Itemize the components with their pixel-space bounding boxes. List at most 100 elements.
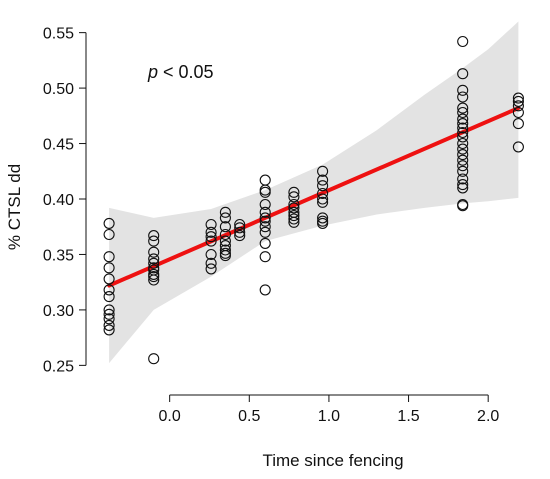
x-axis-title: Time since fencing bbox=[262, 451, 403, 470]
data-point bbox=[234, 218, 246, 231]
data-point bbox=[457, 118, 469, 130]
data-point bbox=[457, 122, 469, 134]
data-point bbox=[259, 226, 271, 238]
data-point bbox=[148, 274, 160, 286]
data-point bbox=[457, 102, 469, 114]
y-axis-title: % CTSL dd bbox=[5, 164, 24, 250]
data-point bbox=[457, 173, 469, 185]
data-point bbox=[234, 226, 246, 238]
x-tick-label: 1.0 bbox=[318, 408, 340, 425]
data-point bbox=[317, 193, 329, 205]
data-point bbox=[259, 212, 271, 224]
data-point bbox=[205, 231, 217, 243]
data-point bbox=[205, 218, 217, 231]
data-point bbox=[512, 100, 524, 112]
data-point bbox=[219, 250, 231, 262]
data-point bbox=[317, 187, 329, 200]
data-point bbox=[259, 174, 271, 186]
data-point bbox=[259, 251, 271, 263]
data-point bbox=[103, 262, 115, 274]
data-point bbox=[103, 324, 115, 336]
data-point bbox=[148, 246, 160, 258]
data-point bbox=[148, 235, 160, 247]
data-point bbox=[205, 248, 217, 261]
data-point bbox=[512, 141, 524, 153]
data-point bbox=[259, 284, 271, 296]
data-point bbox=[512, 95, 524, 107]
data-point bbox=[259, 237, 271, 249]
data-point bbox=[457, 179, 469, 191]
data-point bbox=[288, 210, 300, 222]
data-point bbox=[205, 257, 217, 269]
data-point bbox=[457, 113, 469, 125]
regression-line bbox=[107, 106, 521, 288]
p-value-symbol: p bbox=[147, 62, 158, 82]
data-point bbox=[103, 313, 115, 325]
x-tick-label: 1.5 bbox=[397, 408, 419, 425]
x-tick-label: 0.0 bbox=[159, 408, 181, 425]
data-point bbox=[457, 182, 469, 194]
data-point bbox=[219, 212, 231, 224]
y-tick-label: 0.40 bbox=[43, 192, 74, 209]
data-point bbox=[148, 230, 160, 242]
data-point bbox=[457, 154, 469, 166]
data-point bbox=[317, 174, 329, 186]
data-point bbox=[234, 230, 246, 242]
data-point bbox=[103, 308, 115, 320]
y-tick-label: 0.45 bbox=[43, 137, 74, 154]
y-tick-label: 0.35 bbox=[43, 247, 74, 264]
data-point bbox=[512, 118, 524, 130]
data-point bbox=[457, 165, 469, 177]
data-point bbox=[457, 106, 469, 119]
data-point bbox=[205, 226, 217, 238]
data-point bbox=[288, 216, 300, 228]
data-point bbox=[103, 273, 115, 285]
data-point bbox=[457, 149, 469, 161]
data-point bbox=[259, 221, 271, 233]
data-point bbox=[103, 304, 115, 316]
data-point bbox=[259, 206, 271, 218]
data-point bbox=[317, 165, 329, 177]
data-point bbox=[457, 35, 469, 48]
data-point bbox=[317, 212, 329, 224]
p-value-threshold: < 0.05 bbox=[158, 62, 214, 82]
data-point bbox=[148, 353, 160, 365]
data-point bbox=[219, 206, 231, 218]
x-tick-label: 0.5 bbox=[238, 408, 260, 425]
data-point bbox=[103, 291, 115, 303]
data-point bbox=[317, 217, 329, 229]
data-point bbox=[457, 126, 469, 139]
data-point bbox=[317, 196, 329, 208]
x-tick-label: 2.0 bbox=[477, 408, 499, 425]
data-point bbox=[103, 284, 115, 296]
data-point bbox=[288, 202, 300, 214]
data-point bbox=[457, 91, 469, 103]
data-point bbox=[259, 198, 271, 211]
data-point bbox=[148, 271, 160, 283]
data-point bbox=[103, 251, 115, 263]
data-point bbox=[148, 257, 160, 269]
data-point bbox=[234, 222, 246, 234]
y-tick-label: 0.50 bbox=[43, 81, 74, 98]
confidence-band bbox=[109, 21, 519, 364]
y-tick-label: 0.55 bbox=[43, 26, 74, 43]
data-point bbox=[103, 217, 115, 229]
data-point bbox=[457, 131, 469, 143]
data-point bbox=[457, 84, 469, 96]
data-point bbox=[457, 143, 469, 155]
data-point bbox=[288, 198, 300, 211]
data-point bbox=[219, 228, 231, 241]
data-point bbox=[259, 215, 271, 227]
y-tick-label: 0.30 bbox=[43, 303, 74, 320]
p-value-annotation: p < 0.05 bbox=[147, 62, 214, 82]
data-point bbox=[103, 228, 115, 241]
data-point bbox=[512, 92, 524, 104]
data-point bbox=[148, 253, 160, 265]
data-point bbox=[288, 191, 300, 203]
data-point bbox=[219, 221, 231, 233]
data-point bbox=[103, 319, 115, 331]
data-point bbox=[457, 200, 469, 212]
data-point bbox=[288, 186, 300, 198]
